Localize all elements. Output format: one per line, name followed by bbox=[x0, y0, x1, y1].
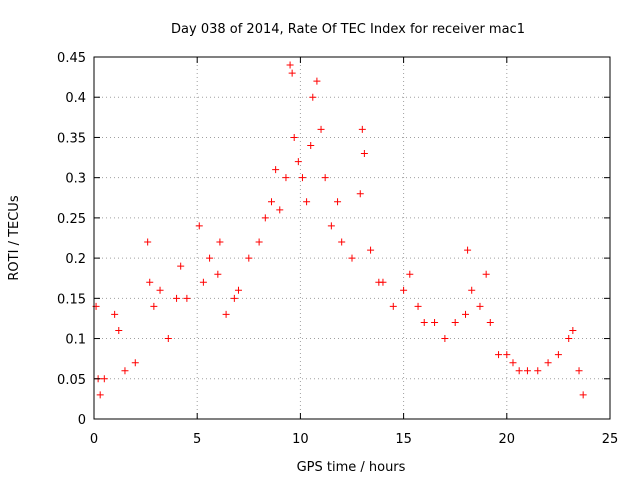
data-point bbox=[509, 359, 517, 367]
data-point bbox=[230, 294, 238, 302]
data-point bbox=[358, 125, 366, 133]
y-tick-label: 0.3 bbox=[65, 172, 86, 187]
data-point bbox=[286, 61, 294, 69]
data-point bbox=[579, 391, 587, 399]
plot-frame bbox=[93, 56, 611, 420]
data-point bbox=[261, 214, 269, 222]
y-tick-label: 0.2 bbox=[65, 252, 86, 267]
data-point bbox=[144, 238, 152, 246]
data-point bbox=[173, 294, 181, 302]
data-point bbox=[234, 286, 242, 294]
data-point bbox=[321, 174, 329, 182]
y-tick-label: 0.4 bbox=[65, 91, 86, 106]
data-point bbox=[255, 238, 263, 246]
data-point bbox=[115, 327, 123, 335]
data-point bbox=[476, 302, 484, 310]
data-point bbox=[503, 351, 511, 359]
data-point bbox=[464, 246, 472, 254]
data-point bbox=[334, 198, 342, 206]
data-point bbox=[534, 367, 542, 375]
data-point bbox=[348, 254, 356, 262]
data-point bbox=[367, 246, 375, 254]
y-tick-label: 0.35 bbox=[57, 131, 86, 146]
data-point bbox=[290, 133, 298, 141]
data-point bbox=[565, 335, 573, 343]
data-point bbox=[554, 351, 562, 359]
data-point bbox=[451, 318, 459, 326]
grid-lines bbox=[94, 57, 610, 419]
data-points bbox=[92, 61, 587, 399]
data-point bbox=[216, 238, 224, 246]
y-tick-label: 0.15 bbox=[57, 292, 86, 307]
data-point bbox=[195, 222, 203, 230]
chart-title: Day 038 of 2014, Rate Of TEC Index for r… bbox=[171, 22, 525, 37]
data-point bbox=[177, 262, 185, 270]
data-point bbox=[214, 270, 222, 278]
data-point bbox=[468, 286, 476, 294]
data-point bbox=[441, 335, 449, 343]
x-tick-label: 25 bbox=[602, 432, 619, 447]
data-point bbox=[276, 206, 284, 214]
data-point bbox=[156, 286, 164, 294]
data-point bbox=[400, 286, 408, 294]
data-point bbox=[327, 222, 335, 230]
y-tick-label: 0.45 bbox=[57, 51, 86, 66]
data-point bbox=[298, 174, 306, 182]
data-point bbox=[150, 302, 158, 310]
data-point bbox=[356, 190, 364, 198]
data-point bbox=[420, 318, 428, 326]
data-point bbox=[121, 367, 129, 375]
data-point bbox=[462, 310, 470, 318]
data-point bbox=[569, 327, 577, 335]
x-tick-label: 20 bbox=[499, 432, 516, 447]
data-point bbox=[313, 77, 321, 85]
data-point bbox=[164, 335, 172, 343]
data-point bbox=[307, 141, 315, 149]
data-point bbox=[100, 375, 108, 383]
y-tick-label: 0.05 bbox=[57, 373, 86, 388]
data-point bbox=[268, 198, 276, 206]
data-point bbox=[431, 318, 439, 326]
data-point bbox=[146, 278, 154, 286]
data-point bbox=[288, 69, 296, 77]
x-tick-label: 15 bbox=[395, 432, 412, 447]
data-point bbox=[111, 310, 119, 318]
data-point bbox=[544, 359, 552, 367]
data-point bbox=[303, 198, 311, 206]
data-point bbox=[206, 254, 214, 262]
data-point bbox=[414, 302, 422, 310]
x-tick-label: 5 bbox=[193, 432, 201, 447]
y-tick-label: 0 bbox=[78, 413, 86, 428]
data-point bbox=[575, 367, 583, 375]
data-point bbox=[282, 174, 290, 182]
data-point bbox=[379, 278, 387, 286]
data-point bbox=[338, 238, 346, 246]
data-point bbox=[523, 367, 531, 375]
data-point bbox=[486, 318, 494, 326]
data-point bbox=[294, 158, 302, 166]
data-point bbox=[360, 150, 368, 158]
data-point bbox=[272, 166, 280, 174]
data-point bbox=[183, 294, 191, 302]
data-point bbox=[131, 359, 139, 367]
data-point bbox=[245, 254, 253, 262]
y-tick-label: 0.1 bbox=[65, 333, 86, 348]
data-point bbox=[96, 391, 104, 399]
data-point bbox=[317, 125, 325, 133]
x-tick-label: 0 bbox=[90, 432, 98, 447]
data-point bbox=[482, 270, 490, 278]
data-point bbox=[389, 302, 397, 310]
data-point bbox=[222, 310, 230, 318]
x-tick-label: 10 bbox=[292, 432, 309, 447]
y-tick-label: 0.25 bbox=[57, 212, 86, 227]
y-axis-label: ROTI / TECUs bbox=[7, 195, 22, 280]
data-point bbox=[199, 278, 207, 286]
x-axis-label: GPS time / hours bbox=[297, 460, 406, 475]
axis-ticks: 0 0.05 0.1 0.15 0.2 0.25 0.3 0.35 0.4 0.45 0 5 10 15 2… bbox=[57, 51, 618, 447]
data-point bbox=[309, 93, 317, 101]
data-point bbox=[406, 270, 414, 278]
data-point bbox=[495, 351, 503, 359]
data-point bbox=[515, 367, 523, 375]
